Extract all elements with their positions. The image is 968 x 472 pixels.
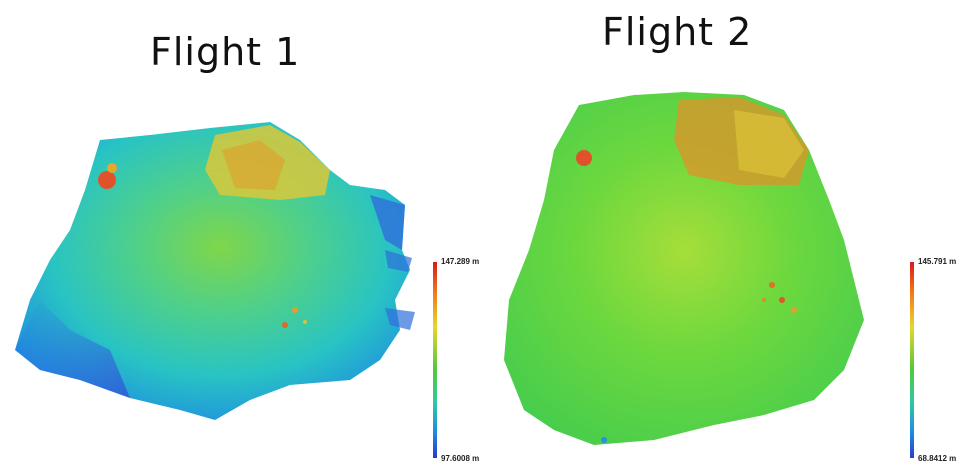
flight-2-title: Flight 2 — [602, 10, 753, 54]
flight-2-scale-max: 145.791 m — [918, 257, 957, 266]
flight-1-scale-max: 147.289 m — [441, 257, 480, 266]
flight-2-panel: Flight 2 145.791 m 68.8412 m — [484, 0, 968, 472]
flight-1-elevation-map — [15, 122, 415, 420]
flight-1-panel: Flight 1 147.289 m 97.6008 m — [15, 30, 480, 463]
flight-2-scale-min: 68.8412 m — [918, 454, 957, 463]
flight-1-scale-min: 97.6008 m — [441, 454, 480, 463]
flight-2-hotspot — [576, 150, 592, 166]
flight-2-elevation-map — [504, 92, 864, 445]
flight-2-color-scale — [910, 262, 914, 458]
flight-1-title: Flight 1 — [150, 30, 301, 74]
flight-1-color-scale — [433, 262, 437, 458]
flight-1-hotspot — [98, 171, 116, 189]
